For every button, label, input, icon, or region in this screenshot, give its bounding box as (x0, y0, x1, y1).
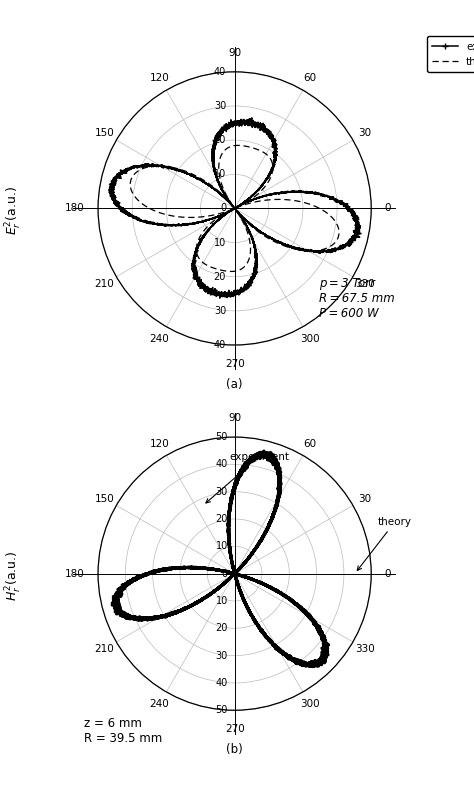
Text: 10: 10 (214, 237, 226, 248)
Text: 30: 30 (358, 494, 371, 503)
Text: $E_r^2$(a.u.): $E_r^2$(a.u.) (4, 186, 24, 235)
Text: 10: 10 (214, 169, 226, 179)
Text: 90: 90 (228, 48, 241, 58)
Text: 40: 40 (216, 460, 228, 469)
Text: theory: theory (357, 517, 412, 570)
Text: 30: 30 (216, 487, 228, 497)
Text: z = 6 mm
R = 39.5 mm: z = 6 mm R = 39.5 mm (84, 717, 163, 745)
Text: (a): (a) (227, 378, 243, 391)
Text: 40: 40 (216, 678, 228, 688)
Text: 150: 150 (95, 129, 114, 138)
Text: $H_r^2$(a.u.): $H_r^2$(a.u.) (4, 550, 24, 601)
Text: 50: 50 (215, 432, 228, 442)
Text: 20: 20 (215, 623, 228, 634)
Text: 30: 30 (216, 650, 228, 661)
Text: (b): (b) (226, 743, 243, 756)
Text: 180: 180 (64, 203, 84, 214)
Text: 0: 0 (385, 569, 392, 579)
Text: 150: 150 (95, 494, 114, 503)
Text: p = 3 Torr
R = 67.5 mm
P = 600 W: p = 3 Torr R = 67.5 mm P = 600 W (319, 277, 395, 321)
Text: 30: 30 (214, 306, 226, 316)
Text: 50: 50 (215, 705, 228, 715)
Text: 40: 40 (214, 67, 226, 77)
Legend: exp., th: exp., th (427, 37, 474, 72)
Text: 120: 120 (150, 73, 169, 83)
Text: 210: 210 (95, 644, 114, 653)
Text: 0: 0 (222, 569, 228, 579)
Text: 270: 270 (225, 724, 245, 734)
Text: 0: 0 (220, 203, 226, 214)
Text: 300: 300 (300, 333, 319, 344)
Text: 20: 20 (214, 272, 226, 282)
Text: 10: 10 (216, 542, 228, 551)
Text: 30: 30 (358, 129, 371, 138)
Text: 20: 20 (214, 135, 226, 145)
Text: 10: 10 (216, 596, 228, 606)
Text: 270: 270 (225, 359, 245, 368)
Text: 180: 180 (64, 569, 84, 579)
Text: 240: 240 (150, 333, 169, 344)
Text: 90: 90 (228, 414, 241, 423)
Text: 60: 60 (303, 438, 316, 449)
Text: experiment: experiment (206, 452, 289, 503)
Text: 60: 60 (303, 73, 316, 83)
Text: 240: 240 (150, 699, 169, 709)
Text: 30: 30 (214, 101, 226, 111)
Text: 20: 20 (215, 514, 228, 524)
Text: 120: 120 (150, 438, 169, 449)
Text: 330: 330 (355, 279, 374, 288)
Text: 210: 210 (95, 279, 114, 288)
Text: 40: 40 (214, 340, 226, 350)
Text: 330: 330 (355, 644, 374, 653)
Text: 300: 300 (300, 699, 319, 709)
Text: 0: 0 (385, 203, 392, 214)
